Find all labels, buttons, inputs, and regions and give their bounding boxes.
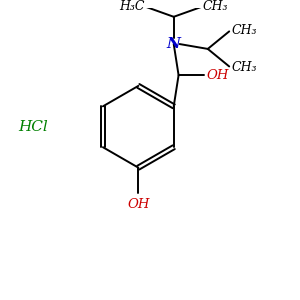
Text: H₃C: H₃C <box>119 0 145 13</box>
Text: CH₃: CH₃ <box>231 24 256 37</box>
Text: OH: OH <box>207 69 229 82</box>
Text: HCl: HCl <box>18 120 48 134</box>
Text: CH₃: CH₃ <box>231 61 256 74</box>
Text: CH₃: CH₃ <box>203 0 228 13</box>
Text: OH: OH <box>127 198 149 211</box>
Text: N: N <box>167 37 181 51</box>
